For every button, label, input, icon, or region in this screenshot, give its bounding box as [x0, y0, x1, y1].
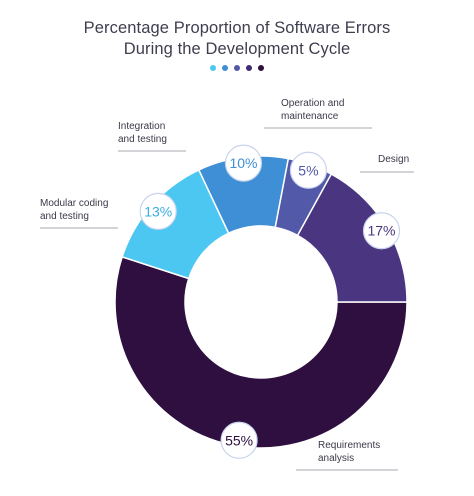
- value-badge: [289, 151, 328, 189]
- category-label: Design: [378, 154, 409, 165]
- category-labels: Requirements analysis Modular coding and te…: [40, 98, 409, 464]
- leader-lines: [40, 127, 414, 471]
- donut-slice: [296, 173, 408, 303]
- title-dot: [246, 65, 252, 71]
- value-badge: [139, 192, 177, 231]
- value-label: 13%: [144, 203, 172, 219]
- category-label: Requirements analysis: [318, 440, 380, 464]
- chart-title-line-1: Percentage Proportion of Software Errors: [83, 19, 391, 37]
- value-badge: [224, 144, 263, 182]
- value-label: 55%: [225, 432, 253, 448]
- value-label: 17%: [367, 223, 395, 239]
- title-dot: [210, 65, 216, 71]
- category-label: Modular coding and testing: [40, 198, 108, 222]
- category-label: Integration and testing: [118, 121, 167, 145]
- chart-title-line-2: During the Development Cycle: [123, 40, 351, 58]
- value-label: 5%: [298, 162, 318, 178]
- title-dot: [222, 65, 228, 71]
- value-badge: [220, 421, 258, 459]
- value-badge: [362, 212, 401, 250]
- title-dots: [0, 65, 474, 71]
- title-dot: [234, 65, 240, 71]
- category-label: Operation and maintenance: [281, 98, 344, 122]
- title-dot: [258, 65, 264, 71]
- donut-slice: [114, 255, 408, 449]
- value-label: 10%: [229, 155, 257, 171]
- chart-title: Percentage Proportion of Software Errors…: [0, 18, 474, 60]
- value-badges: 55% 13% 10% 5% 17%: [139, 144, 401, 459]
